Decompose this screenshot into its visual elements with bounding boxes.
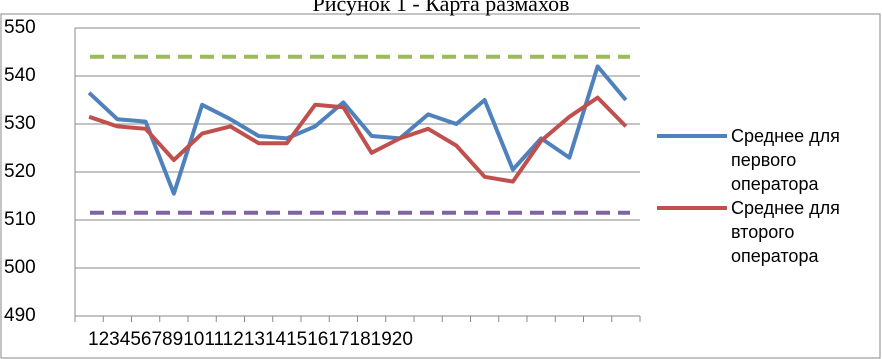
legend-label: Среднее для первого оператора <box>731 126 840 194</box>
x-tick-label: 14 <box>265 329 287 350</box>
x-tick-labels: 1234567891011121314151617181920 <box>88 329 413 350</box>
x-tick-label: 5 <box>130 329 141 350</box>
y-tick-label: 540 <box>4 65 36 86</box>
x-tick-label: 1 <box>88 329 99 350</box>
legend-label: Среднее для второго оператора <box>731 198 840 266</box>
series-line <box>88 95 628 184</box>
x-tick-label: 9 <box>173 329 184 350</box>
chart-title: Рисунок 1 - Карта размахов <box>312 0 569 16</box>
y-tick-label: 530 <box>4 113 36 134</box>
x-tick-label: 12 <box>223 329 244 350</box>
x-tick-label: 17 <box>328 329 349 350</box>
x-tick-label: 20 <box>392 329 413 350</box>
y-tick-label: 510 <box>4 209 36 230</box>
series-line <box>87 64 628 196</box>
y-tick-label: 490 <box>4 305 36 326</box>
x-tick-label: 8 <box>162 329 173 350</box>
x-tick-label: 18 <box>350 329 371 350</box>
x-tick-label: 7 <box>151 329 162 350</box>
x-tick-label: 4 <box>120 329 131 350</box>
x-tick-label: 19 <box>371 329 392 350</box>
x-tick-label: 15 <box>286 329 307 350</box>
x-tick-label: 11 <box>204 329 223 350</box>
y-tick-label: 550 <box>4 17 36 38</box>
y-tick-label: 500 <box>4 257 36 278</box>
x-tick-label: 13 <box>244 329 265 350</box>
x-tick-label: 16 <box>307 329 328 350</box>
x-tick-label: 2 <box>99 329 110 350</box>
chart-border <box>0 13 881 359</box>
x-tick-label: 6 <box>141 329 152 350</box>
y-tick-label: 520 <box>4 161 36 182</box>
x-tick-label: 10 <box>183 329 204 350</box>
x-tick-label: 3 <box>109 329 120 350</box>
